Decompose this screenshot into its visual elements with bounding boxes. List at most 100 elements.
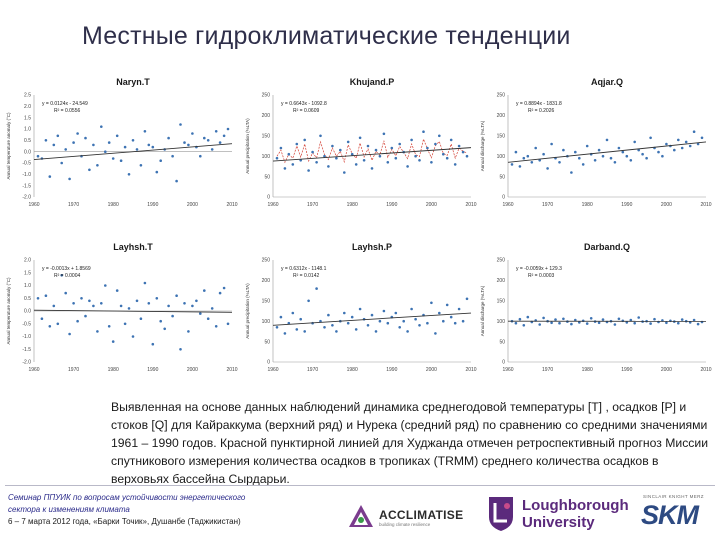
chart-title: Layhsh.P: [352, 242, 392, 252]
data-point: [554, 318, 557, 321]
y-tick-label: 100: [262, 154, 271, 160]
data-point: [107, 325, 111, 328]
data-point: [214, 130, 218, 133]
data-point: [442, 152, 445, 156]
seminar-info: Семинар ППУИК по вопросам устойчивости э…: [8, 492, 308, 528]
x-tick-label: 1990: [386, 367, 397, 373]
data-point: [510, 163, 514, 166]
data-point: [44, 294, 48, 297]
seminar-line-1: Семинар ППУИК по вопросам устойчивости э…: [8, 493, 246, 502]
data-point: [362, 159, 366, 162]
data-point: [578, 156, 581, 160]
data-point: [139, 317, 143, 320]
data-point: [629, 318, 633, 322]
trend-r-squared: R² = 0.0003: [528, 273, 554, 279]
data-point: [72, 141, 75, 144]
y-tick-label: 2.5: [24, 93, 31, 99]
data-point: [68, 332, 71, 336]
x-tick-label: 2000: [426, 202, 437, 208]
data-point: [40, 317, 44, 320]
data-point: [589, 317, 593, 320]
data-point: [465, 297, 469, 301]
loughborough-name: Loughborough University: [522, 497, 629, 531]
trend-line: [507, 141, 707, 163]
data-point: [546, 167, 549, 170]
data-point: [226, 127, 230, 131]
data-point: [677, 321, 680, 325]
data-point: [449, 138, 453, 142]
y-axis-label: Annual precipitation (%LTA): [245, 283, 250, 339]
skm-wordmark: SKM: [641, 500, 699, 530]
data-point: [641, 152, 644, 156]
trend-line: [272, 312, 472, 326]
data-point: [692, 318, 696, 322]
y-tick-label: 1.0: [24, 127, 31, 133]
x-tick-label: 1960: [28, 202, 39, 208]
data-point: [609, 156, 613, 160]
data-point: [665, 142, 668, 146]
data-point: [100, 125, 103, 128]
data-point: [183, 141, 186, 144]
data-point: [665, 321, 668, 325]
y-tick-label: 0: [502, 195, 505, 201]
x-tick-label: 2000: [661, 202, 672, 208]
data-point: [323, 154, 326, 158]
y-tick-label: 100: [497, 154, 506, 160]
data-point: [394, 156, 398, 160]
data-point: [203, 289, 206, 292]
loughborough-mark-icon: [489, 497, 513, 531]
acclimatise-logo: ACCLIMATISE building climate resilience: [347, 500, 477, 534]
data-point: [550, 142, 553, 146]
data-point: [402, 319, 405, 323]
chart-title: Layhsh.T: [113, 242, 153, 252]
data-point: [398, 142, 401, 146]
data-point: [390, 146, 394, 150]
y-tick-label: -2.0: [22, 195, 31, 201]
x-tick-label: 1990: [621, 367, 632, 373]
trend-r-squared: R² = 0.0609: [293, 108, 319, 114]
trend-r-squared: R² = 0.0004: [54, 273, 80, 279]
data-point: [621, 150, 625, 154]
data-point: [426, 146, 429, 150]
y-tick-label: 0: [267, 360, 270, 366]
data-point: [394, 311, 398, 315]
data-point: [127, 173, 131, 176]
slide-description: Выявленная на основе данных наблюдений д…: [111, 400, 709, 486]
data-point: [410, 307, 413, 311]
data-point: [653, 317, 656, 321]
y-tick-label: 1.5: [24, 270, 31, 276]
y-tick-label: 0.0: [24, 309, 31, 315]
data-point: [76, 132, 79, 135]
data-point: [414, 154, 417, 158]
data-point: [343, 171, 346, 174]
data-point: [131, 335, 135, 338]
data-point: [107, 141, 111, 144]
data-point: [518, 165, 522, 168]
data-point: [530, 161, 534, 164]
data-point: [673, 148, 676, 152]
data-point: [613, 323, 617, 326]
data-point: [147, 143, 151, 147]
y-tick-label: 150: [262, 299, 271, 305]
y-tick-label: 200: [497, 278, 506, 284]
data-point: [307, 169, 310, 172]
trend-equation: y = -0.0059x + 129.3: [516, 266, 562, 272]
x-tick-label: 1970: [68, 202, 79, 208]
data-point: [275, 156, 279, 160]
data-point: [633, 321, 636, 325]
data-point: [378, 154, 382, 158]
data-point: [438, 134, 441, 138]
chart-khujand-p: Khujand.P Annual precipitation (%LTA) 250 2…: [243, 73, 479, 213]
data-point: [461, 319, 465, 323]
data-point: [692, 130, 696, 133]
data-point: [410, 138, 413, 142]
data-point: [374, 148, 378, 152]
data-point: [92, 304, 95, 308]
data-point: [199, 154, 202, 158]
data-point: [187, 330, 190, 333]
slide-title: Местные гидроклиматические тенденции: [82, 22, 571, 50]
data-point: [175, 179, 178, 183]
y-tick-label: 50: [264, 174, 270, 180]
data-point: [88, 168, 91, 172]
data-point: [291, 311, 295, 315]
